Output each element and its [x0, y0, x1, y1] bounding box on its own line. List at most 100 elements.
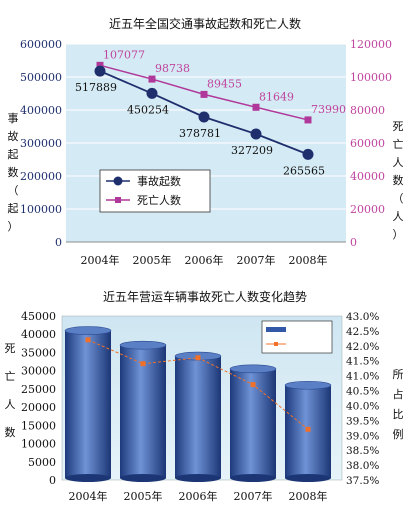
ratio-point: [195, 355, 201, 361]
bar-base: [285, 474, 331, 482]
chart1-y2label-char: 数: [393, 174, 404, 187]
chart1-series: 107077 98738 89455 81649 73990 517889 450254 37…: [75, 48, 346, 177]
chart1-ytick-label: 600000: [20, 38, 62, 51]
chart1-y2tick-label: 80000: [350, 104, 385, 117]
chart2-ytick-label: 25000: [21, 383, 56, 396]
bar-top: [229, 364, 277, 374]
chart2-y2tick-label: 40.0%: [346, 400, 379, 412]
chart1-ylabel-char: 起: [8, 148, 19, 161]
bar-base: [65, 474, 111, 482]
chart2-y2tick-label: 42.0%: [346, 341, 379, 353]
chart2-ytick-label: 5000: [28, 456, 56, 469]
chart1-y2label-char: （: [393, 192, 404, 205]
chart2-ytick-label: 0: [49, 474, 56, 487]
chart2-y2tick-label: 40.5%: [346, 386, 379, 398]
chart1-ylabel-char: 起: [8, 202, 19, 215]
chart2-left-axis: 0 5000 10000 15000 20000 25000 30000 35000 40000…: [21, 310, 56, 487]
chart2-legend: [261, 320, 333, 354]
chart2-xtick-label: 2007年: [234, 489, 273, 503]
deaths-data-label: 98738: [155, 62, 190, 75]
deaths-data-label: 73990: [311, 103, 346, 116]
chart1-ytick-label: 0: [55, 236, 62, 249]
deaths-point: [200, 90, 208, 98]
chart2-y2tick-label: 38.0%: [346, 460, 379, 472]
bar-body: [120, 345, 166, 478]
chart2-title: 近五年营运车辆事故死亡人数变化趋势: [103, 289, 307, 304]
chart1-y2label-char: ）: [393, 228, 404, 241]
accidents-point: [94, 65, 106, 77]
legend-accidents-label: 事故起数: [137, 174, 181, 188]
chart2-y2tick-label: 38.5%: [346, 445, 379, 457]
chart1-ytick-label: 300000: [20, 137, 62, 150]
accidents-point: [302, 148, 314, 160]
bar-base: [175, 474, 221, 482]
chart1-ylabel-char: 数: [8, 166, 19, 179]
accidents-data-label: 378781: [179, 127, 221, 140]
chart1-xtick-label: 2007年: [237, 253, 276, 267]
bar-body: [175, 356, 221, 478]
chart2-y2tick-label: 39.0%: [346, 430, 379, 442]
chart2-y2label-char: 比: [393, 408, 404, 421]
deaths-data-label: 89455: [207, 77, 242, 90]
chart1-xtick-label: 2004年: [81, 253, 120, 267]
chart1-y2tick-label: 40000: [350, 170, 385, 183]
legend-accidents-marker: [113, 176, 123, 186]
accidents-point: [146, 87, 158, 99]
bar-base: [120, 474, 166, 482]
legend-line-swatch: [274, 342, 278, 346]
ratio-point: [250, 382, 256, 388]
chart2-ylabel-char: 死: [5, 342, 16, 355]
chart1-ytick-label: 400000: [20, 104, 62, 117]
chart2-xtick-label: 2005年: [124, 489, 163, 503]
accidents-data-label: 265565: [283, 164, 325, 177]
chart1-y2tick-label: 0: [350, 236, 357, 249]
accidents-point: [198, 111, 210, 123]
chart2-ytick-label: 45000: [21, 310, 56, 323]
chart2-y2tick-label: 41.5%: [346, 356, 379, 368]
deaths-data-label: 107077: [103, 48, 145, 61]
chart2-ytick-label: 30000: [21, 365, 56, 378]
chart2-y2tick-label: 41.0%: [346, 371, 379, 383]
chart1-y2label-char: 死: [393, 120, 404, 133]
chart1-xtick-label: 2006年: [185, 253, 224, 267]
chart1-y2tick-label: 60000: [350, 137, 385, 150]
chart1-ylabel-char: 故: [8, 129, 19, 143]
chart1-ytick-label: 100000: [20, 203, 62, 216]
chart2-ytick-label: 15000: [21, 419, 56, 432]
deaths-data-label: 81649: [259, 90, 294, 103]
chart2-right-axis: 37.5% 38.0% 38.5% 39.0% 39.5% 40.0% 40.5% 41.0%…: [346, 311, 379, 487]
chart1-right-axis: 0 20000 40000 60000 80000 100000 120000: [350, 38, 392, 249]
chart2-y2label-char: 例: [393, 427, 404, 441]
chart1-ytick-label: 200000: [20, 170, 62, 183]
legend-bar-swatch: [266, 327, 286, 332]
deaths-point: [252, 103, 260, 111]
chart1-xtick-label: 2005年: [133, 253, 172, 267]
chart1-y2tick-label: 20000: [350, 203, 385, 216]
chart1-ylabel-char: （: [8, 184, 19, 197]
accidents-point: [250, 128, 262, 140]
chart1-ytick-label: 500000: [20, 71, 62, 84]
chart1-ylabel-char: 事: [8, 112, 19, 125]
accidents-data-label: 517889: [75, 81, 117, 94]
chart2-xtick-label: 2004年: [69, 489, 108, 503]
chart1-y2label-char: 亡: [393, 137, 404, 151]
deaths-point: [304, 116, 312, 124]
bar-top: [284, 380, 332, 390]
chart2-left-axis-title: 死亡人数: [5, 342, 16, 439]
ratio-point: [85, 337, 91, 343]
chart2-y2tick-label: 43.0%: [346, 311, 379, 323]
ratio-point: [140, 361, 146, 367]
chart2-xtick-label: 2006年: [179, 489, 218, 503]
bar-top: [64, 326, 112, 335]
accidents-data-label: 327209: [231, 144, 273, 157]
accidents-data-label: 450254: [127, 103, 169, 116]
deaths-point: [96, 61, 104, 69]
chart2-ratio-line: [85, 337, 311, 432]
bar-base: [230, 474, 276, 482]
legend-deaths-label: 死亡人数: [137, 193, 181, 207]
chart1-y2tick-label: 100000: [350, 71, 392, 84]
chart1-ylabel-char: ）: [8, 220, 19, 233]
